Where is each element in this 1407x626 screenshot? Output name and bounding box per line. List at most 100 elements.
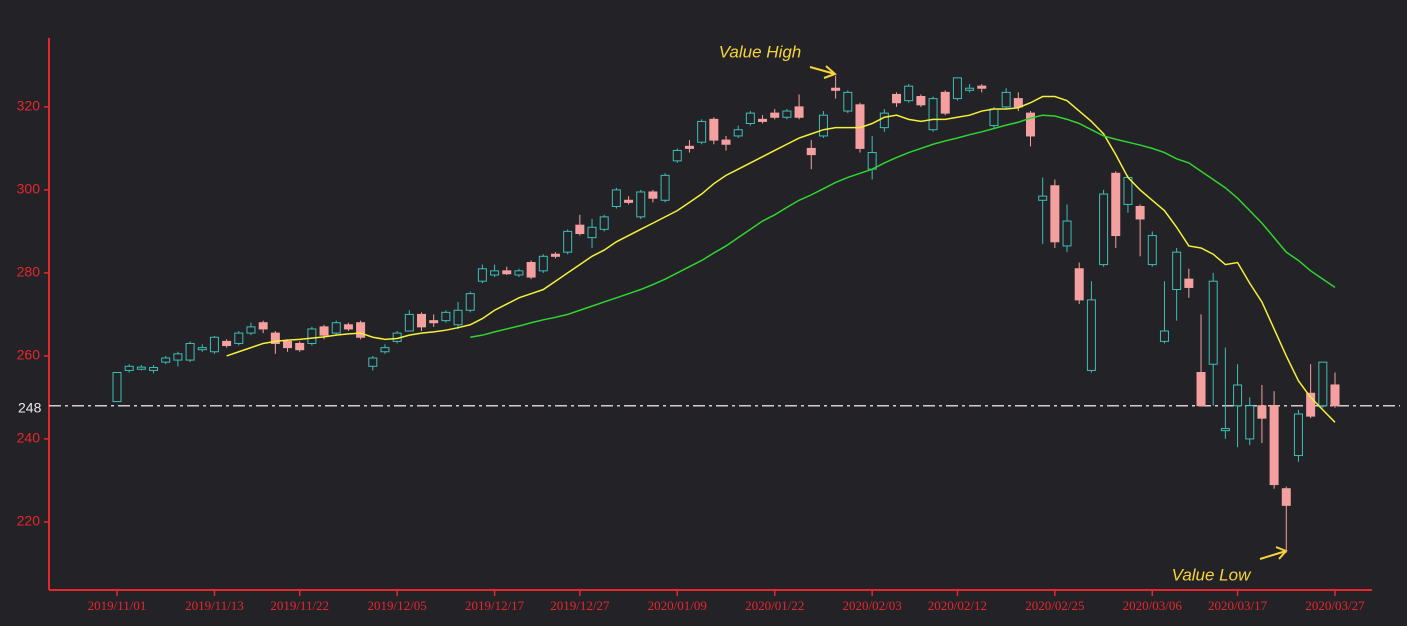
- candle-body: [1026, 112, 1035, 137]
- candle-body: [1123, 176, 1133, 205]
- annotation: Value Low: [1172, 565, 1252, 584]
- candle-body: [465, 293, 475, 311]
- x-tick-label: 2020/03/17: [1208, 598, 1268, 613]
- x-tick-label: 2019/11/13: [185, 598, 244, 613]
- candle-body: [782, 110, 792, 118]
- candle-body: [1086, 299, 1096, 371]
- candle-body: [611, 189, 621, 208]
- candle-body: [356, 322, 366, 338]
- candle-body: [283, 340, 293, 349]
- candle-body: [648, 191, 658, 199]
- candle-body: [563, 230, 573, 253]
- candle-body: [794, 106, 804, 118]
- candle-body: [136, 366, 146, 370]
- candle-body: [222, 340, 232, 347]
- candle-body: [441, 311, 451, 322]
- candle-body: [453, 309, 463, 326]
- candle-body: [380, 347, 390, 353]
- candle-body: [161, 357, 171, 363]
- candle-body: [1220, 428, 1230, 432]
- candle-body: [173, 353, 183, 361]
- candle-body: [1001, 91, 1011, 108]
- candle-body: [429, 320, 439, 324]
- candle-body: [575, 224, 585, 234]
- mark-line-label: 248: [18, 399, 42, 415]
- candle-body: [258, 322, 268, 330]
- annotation: Value High: [719, 42, 802, 61]
- candle-body: [538, 255, 548, 272]
- candle-body: [709, 118, 719, 141]
- candle-body: [843, 91, 853, 112]
- candle-body: [1062, 220, 1072, 247]
- candle-body: [1245, 405, 1255, 440]
- candle-body: [1184, 278, 1194, 288]
- y-tick-label: 240: [17, 430, 41, 446]
- x-tick-label: 2020/01/22: [745, 598, 804, 613]
- candle-body: [526, 262, 536, 278]
- candle-body: [1050, 185, 1060, 243]
- candle-body: [1233, 384, 1243, 407]
- candle-body: [745, 112, 755, 124]
- candle-body: [599, 216, 609, 230]
- candle-body: [514, 270, 524, 276]
- candle-body: [733, 129, 743, 137]
- candle-body: [1074, 268, 1084, 301]
- candle-body: [892, 93, 902, 104]
- candle-body: [1196, 372, 1206, 407]
- candle-body: [1038, 195, 1048, 201]
- candle-body: [624, 199, 634, 203]
- candle-body: [477, 268, 487, 282]
- candle-body: [246, 326, 256, 334]
- x-tick-label: 2020/01/09: [648, 598, 707, 613]
- candle-body: [331, 322, 341, 334]
- candle-body: [940, 91, 950, 114]
- candle-body: [587, 226, 597, 239]
- candle-body: [234, 332, 244, 344]
- candle-body: [502, 270, 512, 275]
- candle-body: [684, 145, 694, 149]
- annotation-arrow: [1259, 546, 1288, 560]
- y-tick-label: 220: [17, 513, 41, 529]
- candle-body: [343, 324, 353, 330]
- candle-body: [209, 336, 219, 353]
- candle-body: [916, 96, 926, 106]
- candle-body: [636, 191, 646, 218]
- candle-body: [1135, 206, 1145, 220]
- candle-body: [1330, 384, 1340, 407]
- y-tick-label: 320: [17, 98, 41, 114]
- candle-body: [307, 328, 317, 344]
- candle-body: [770, 112, 780, 118]
- candle-body: [319, 326, 329, 336]
- y-tick-label: 260: [17, 347, 41, 363]
- candle-body: [490, 270, 500, 276]
- candle-body: [989, 108, 999, 127]
- candle-body: [806, 147, 816, 156]
- y-tick-label: 280: [17, 264, 41, 280]
- x-tick-label: 2020/03/27: [1305, 598, 1365, 613]
- y-tick-label: 300: [17, 181, 41, 197]
- ma-line: [470, 114, 1336, 338]
- candle-body: [124, 365, 134, 371]
- candle-body: [965, 87, 975, 91]
- x-tick-label: 2020/03/06: [1123, 598, 1183, 613]
- candle-body: [197, 347, 207, 351]
- candle-body: [550, 253, 560, 257]
- candle-body: [952, 77, 962, 100]
- candle-body: [977, 85, 987, 89]
- candle-body: [904, 85, 914, 102]
- candle-body: [112, 372, 122, 403]
- candle-body: [660, 174, 670, 201]
- x-tick-label: 2019/12/17: [465, 598, 525, 613]
- candle-body: [672, 149, 682, 162]
- candle-body: [928, 98, 938, 131]
- x-tick-label: 2019/11/22: [270, 598, 329, 613]
- x-tick-label: 2020/02/25: [1025, 598, 1084, 613]
- candle-body: [867, 152, 877, 170]
- ma-line: [226, 95, 1336, 423]
- candle-body: [1147, 235, 1157, 266]
- candle-body: [1281, 488, 1291, 506]
- candle-body: [1293, 413, 1303, 457]
- candle-body: [818, 114, 828, 137]
- x-tick-label: 2019/11/01: [88, 598, 147, 613]
